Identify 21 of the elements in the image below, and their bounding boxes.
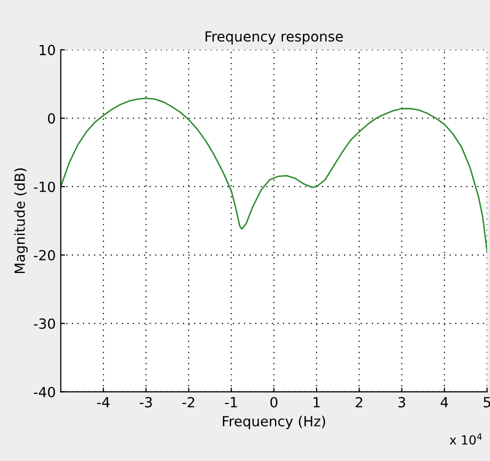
x-tick-label: 0	[270, 396, 278, 408]
x-tick-label: -2	[182, 396, 194, 408]
x-tick-label: -4	[97, 397, 110, 408]
x-tick-label: 3	[398, 396, 406, 408]
x-tick-label: 2	[356, 396, 362, 408]
x-tick-label: 1	[314, 397, 320, 408]
x-axis-title: Frequency (Hz)	[222, 416, 326, 430]
y-tick-label: -10	[34, 182, 55, 192]
text: x 10$^{4}$	[450, 433, 482, 445]
y-axis-title: Magnitude (dB)	[14, 168, 28, 274]
x-tick-label: -1	[225, 397, 237, 408]
line-series	[60, 98, 488, 252]
x-tick-label: 4	[440, 397, 448, 408]
chart-title: Frequency response	[206, 31, 343, 44]
x-tick-label: 5	[484, 397, 490, 408]
y-tick-label: -40	[34, 386, 55, 398]
x-tick-label: -3	[140, 396, 152, 408]
y-tick-label: 0	[48, 113, 55, 124]
y-tick-label: 10	[40, 44, 55, 56]
y-tick-label: -20	[34, 250, 55, 260]
y-tick-label: -30	[34, 318, 55, 329]
